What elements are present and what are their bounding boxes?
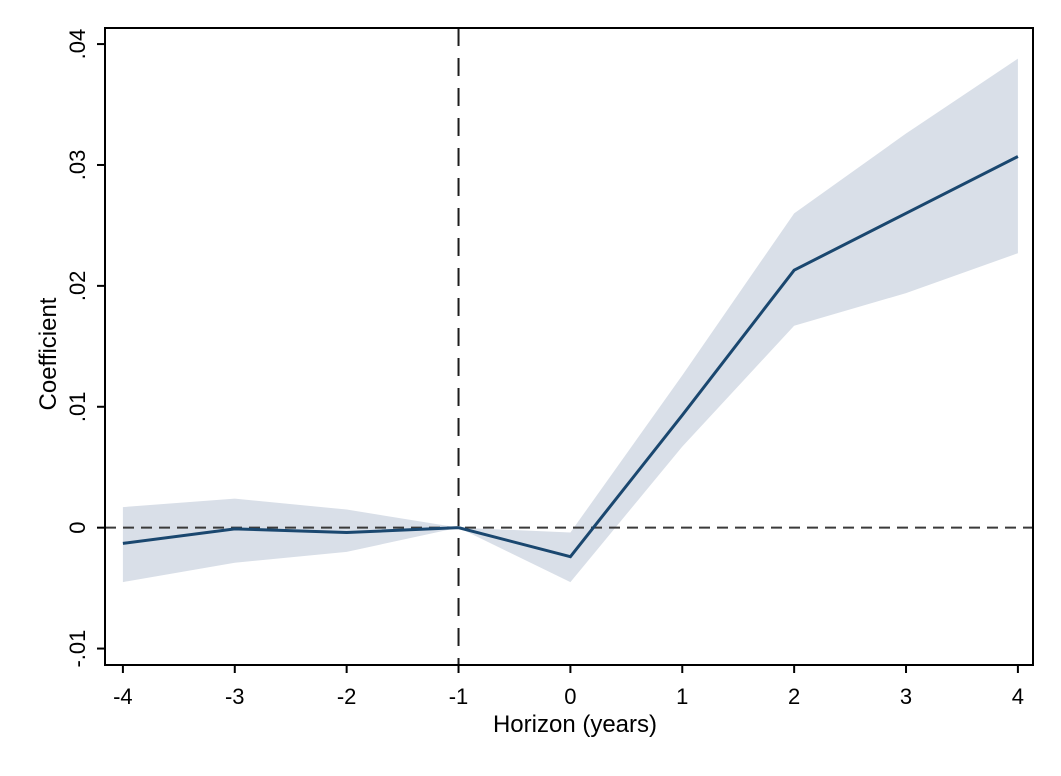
x-axis-title: Horizon (years) [493,711,657,738]
x-tick-label: -3 [225,684,245,709]
x-tick-label: -4 [113,684,133,709]
x-tick-label: 3 [900,684,912,709]
y-tick-label: .02 [65,271,90,302]
plot-area: -.01 0 .01 .02 .03 .04 -4 -3 -2 -1 0 1 2 3 4 [65,27,1034,709]
coefficient-line [122,155,1019,559]
x-tick-label: -1 [449,684,469,709]
confidence-band [122,58,1018,583]
x-tick-label: 1 [676,684,688,709]
x-tick-label: 2 [788,684,800,709]
plot-frame [104,27,1034,666]
y-tick-label: 0 [65,522,90,534]
x-tick-label: 0 [564,684,576,709]
y-axis-title: Coefficient [35,297,62,410]
x-tick-label: -2 [337,684,357,709]
x-tick-label: 4 [1012,684,1024,709]
y-tick-label: .01 [65,391,90,422]
y-tick-label: .03 [65,150,90,181]
y-tick-label: .04 [65,29,90,60]
y-tick-label: -.01 [65,630,90,668]
